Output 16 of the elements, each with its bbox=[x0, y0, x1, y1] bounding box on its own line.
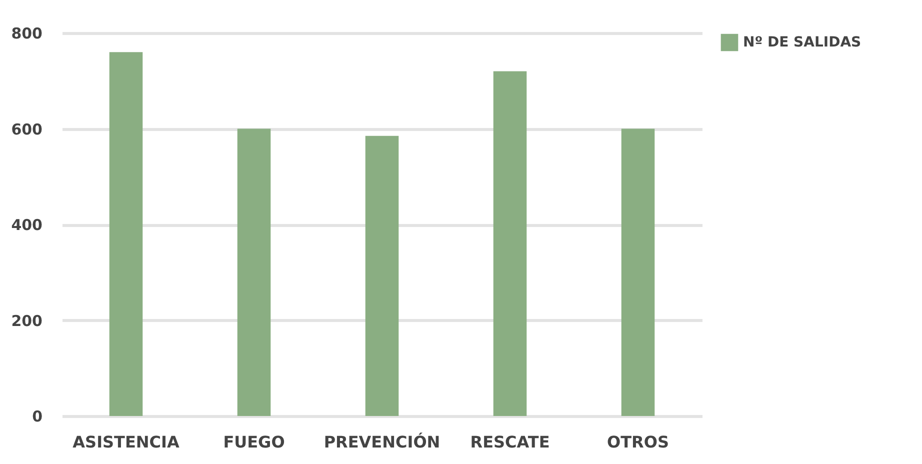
x-tick-label: RESCATE bbox=[470, 432, 550, 452]
x-tick-label: FUEGO bbox=[223, 432, 285, 452]
y-tick-label: 400 bbox=[11, 216, 42, 234]
x-tick-label: OTROS bbox=[607, 432, 669, 452]
bar bbox=[109, 52, 143, 416]
bar bbox=[237, 128, 271, 416]
x-tick-label: PREVENCIÓN bbox=[324, 432, 440, 452]
y-tick-label: 800 bbox=[11, 24, 42, 42]
x-tick-label: ASISTENCIA bbox=[72, 432, 180, 452]
bar bbox=[493, 71, 527, 416]
y-tick-label: 200 bbox=[11, 312, 42, 330]
y-tick-label: 600 bbox=[11, 120, 42, 138]
y-tick-label: 0 bbox=[32, 408, 42, 426]
bar bbox=[365, 136, 399, 416]
bar bbox=[621, 128, 655, 416]
legend-label: Nº DE SALIDAS bbox=[743, 34, 862, 50]
